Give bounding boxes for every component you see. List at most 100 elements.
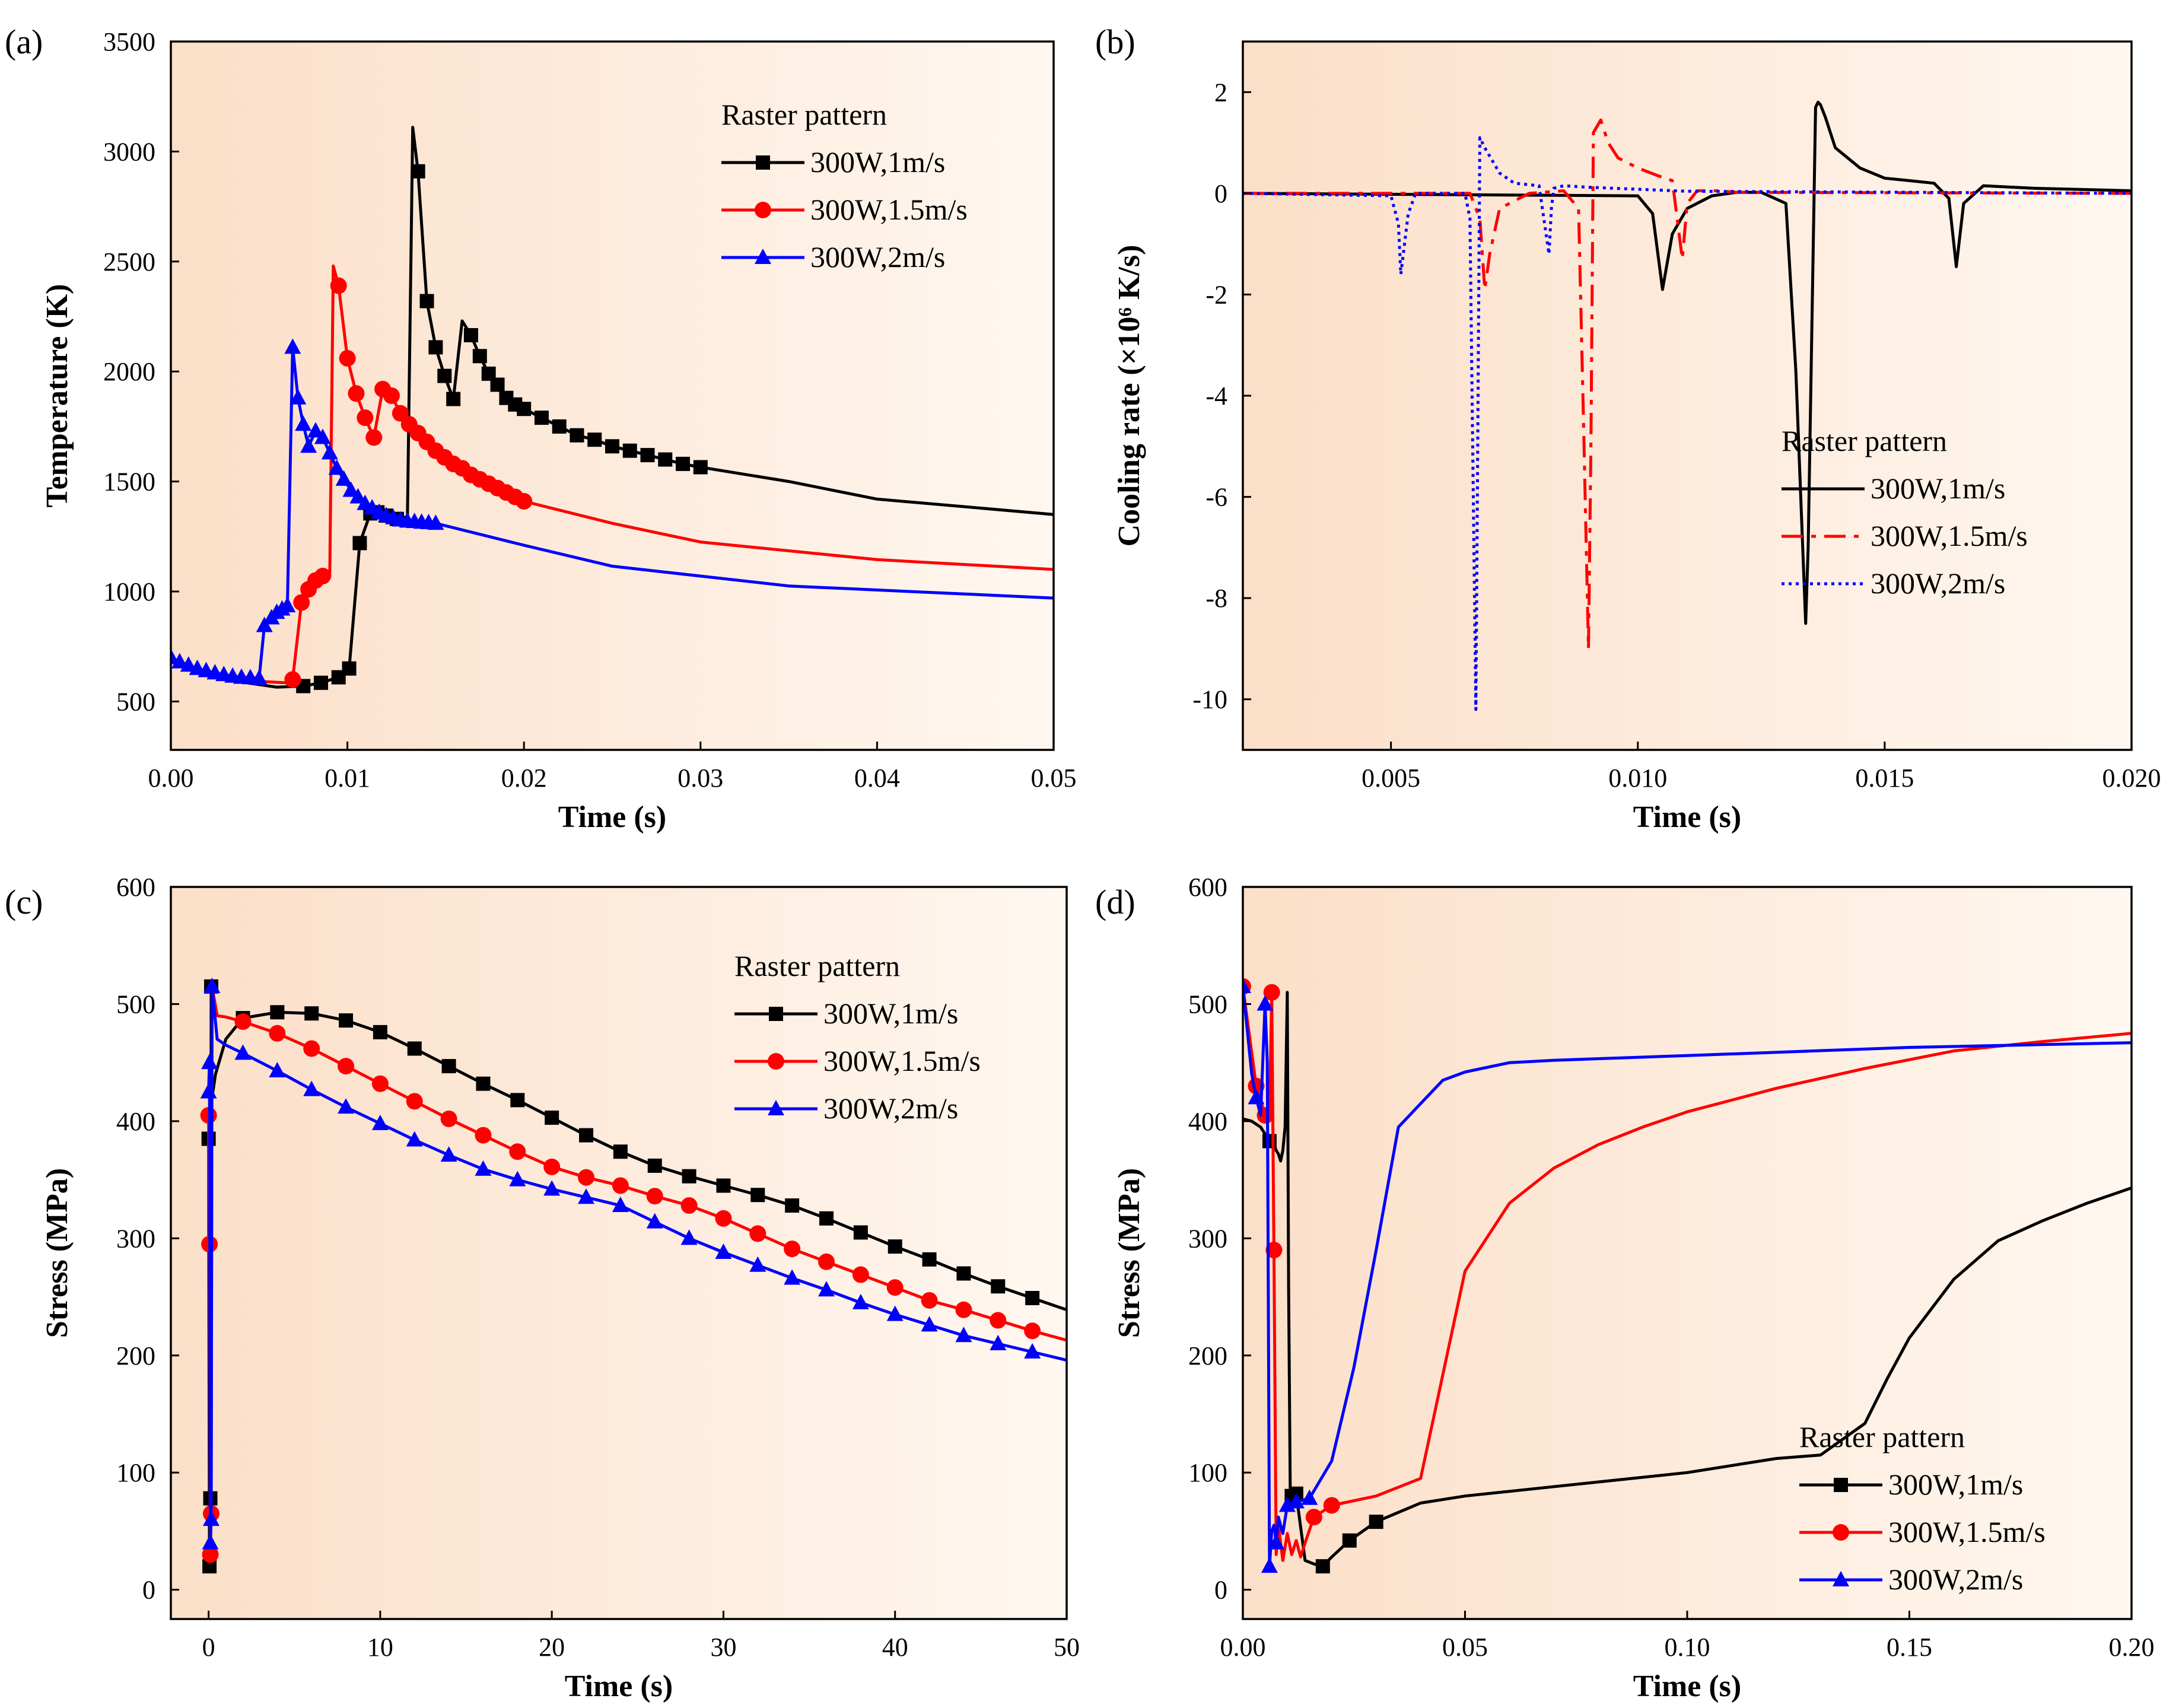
data-point-black xyxy=(622,443,637,458)
data-point-blue xyxy=(342,481,360,497)
data-point-black xyxy=(570,428,584,443)
legend-entry: 300W,2m/s xyxy=(1871,567,2005,600)
y-tick-label: 200 xyxy=(1188,1341,1227,1370)
legend-entry: 300W,1.5m/s xyxy=(1888,1515,2046,1548)
data-point-red xyxy=(509,1143,526,1160)
data-point-blue xyxy=(427,514,444,530)
data-point-blue xyxy=(279,597,296,613)
data-point-blue xyxy=(290,389,307,405)
y-tick-label: 100 xyxy=(1188,1458,1227,1487)
series-line-blue xyxy=(207,985,1067,1545)
data-point-black xyxy=(534,411,549,425)
data-point-blue xyxy=(1243,977,1251,993)
x-axis-label: Time (s) xyxy=(1633,800,1741,834)
x-tick-label: 40 xyxy=(882,1633,908,1662)
legend: Raster pattern 300W,1m/s 300W,1.5m/s 300W,2… xyxy=(734,949,981,1125)
data-point-black xyxy=(373,1025,387,1039)
data-point-blue xyxy=(202,1534,219,1550)
data-point-blue xyxy=(475,1160,492,1176)
x-tick-label: 0.20 xyxy=(2109,1633,2155,1662)
data-point-red xyxy=(440,1110,457,1127)
data-point-blue xyxy=(1261,1557,1278,1573)
data-point-black xyxy=(991,1279,1006,1294)
data-point-blue xyxy=(921,1316,938,1332)
y-axis-label: Temperature (K) xyxy=(40,284,74,508)
x-tick-label: 0.02 xyxy=(501,764,547,793)
y-tick-label: 500 xyxy=(1188,990,1227,1019)
legend-marker-red xyxy=(1833,1524,1849,1541)
y-tick-label: 400 xyxy=(116,1107,155,1136)
legend-entry: 300W,2m/s xyxy=(810,240,945,273)
data-point-black xyxy=(587,432,602,447)
data-point-black xyxy=(658,452,673,467)
data-point-black xyxy=(419,294,434,308)
data-point-blue xyxy=(440,1146,457,1162)
data-point-blue xyxy=(990,1335,1007,1351)
data-point-black xyxy=(1342,1533,1357,1548)
data-point-blue xyxy=(818,1281,835,1297)
data-point-red xyxy=(516,492,533,510)
data-point-red xyxy=(348,385,365,402)
legend-marker-blue xyxy=(1833,1571,1849,1586)
data-point-blue xyxy=(715,1243,732,1259)
data-point-red xyxy=(852,1266,869,1283)
data-point-blue xyxy=(321,444,338,460)
data-point-black xyxy=(922,1252,937,1267)
data-point-blue xyxy=(349,488,367,504)
data-point-red xyxy=(339,349,356,367)
data-point-black xyxy=(676,456,691,471)
data-point-black xyxy=(887,1239,902,1254)
legend-entry: 300W,1.5m/s xyxy=(810,193,968,226)
plot-background xyxy=(171,887,1067,1619)
data-point-black xyxy=(472,349,487,364)
legend-entry: 300W,1m/s xyxy=(810,145,945,179)
y-tick-label: 300 xyxy=(116,1224,155,1253)
y-tick-label: 500 xyxy=(116,687,155,716)
data-point-red xyxy=(955,1301,972,1318)
data-point-black xyxy=(682,1169,696,1184)
data-point-blue xyxy=(1024,1343,1041,1359)
y-tick-label: 3000 xyxy=(103,137,155,166)
x-tick-label: 0.010 xyxy=(1608,764,1667,793)
data-point-blue xyxy=(203,977,221,993)
data-point-blue xyxy=(269,1061,286,1077)
data-point-blue xyxy=(371,1114,389,1130)
data-point-blue xyxy=(646,1213,663,1229)
data-point-red xyxy=(1024,1322,1041,1340)
data-point-black xyxy=(441,1059,456,1074)
data-point-red xyxy=(886,1279,904,1296)
data-point-black xyxy=(510,1093,525,1108)
data-point-red xyxy=(646,1188,663,1205)
y-tick-label: 500 xyxy=(116,990,155,1019)
data-point-blue xyxy=(171,653,188,669)
data-point-blue xyxy=(543,1180,561,1196)
y-tick-label: 200 xyxy=(116,1341,155,1370)
y-tick-label: 1000 xyxy=(103,577,155,606)
legend-marker-blue xyxy=(755,249,771,264)
data-point-red xyxy=(303,1040,320,1057)
y-axis-label: Stress (MPa) xyxy=(40,1168,74,1338)
y-tick-label: -6 xyxy=(1205,483,1227,512)
x-tick-label: 0.05 xyxy=(1031,764,1077,793)
data-point-red xyxy=(383,387,400,404)
data-point-black xyxy=(716,1178,731,1193)
data-point-red xyxy=(338,1058,355,1075)
data-point-black xyxy=(304,1006,319,1021)
data-point-red xyxy=(1323,1497,1340,1514)
panel-label: (b) xyxy=(1095,23,1135,61)
y-axis-label: Cooling rate (×10⁶ K/s) xyxy=(1112,245,1146,547)
data-point-blue xyxy=(180,656,197,672)
plot-frame xyxy=(170,886,1068,1620)
legend-title: Raster pattern xyxy=(734,949,900,982)
data-point-blue xyxy=(886,1305,904,1321)
data-point-red xyxy=(475,1127,492,1144)
panel-d-stress-zoom-chart: 0.00 0.05 0.10 0.15 0.20 0 100 200 300 400 500 600 T… xyxy=(1095,873,2155,1703)
data-point-black xyxy=(819,1211,834,1226)
data-point-blue xyxy=(509,1171,526,1187)
data-point-black xyxy=(853,1225,868,1240)
data-point-blue xyxy=(201,1054,218,1070)
data-point-blue xyxy=(250,669,268,685)
legend-entry: 300W,1m/s xyxy=(1888,1468,2023,1501)
data-point-blue xyxy=(328,459,345,475)
